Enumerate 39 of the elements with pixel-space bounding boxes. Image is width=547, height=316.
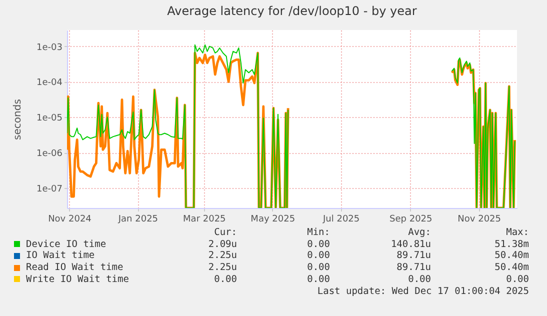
text: 2.25u bbox=[208, 250, 237, 262]
text: 140.81u bbox=[390, 238, 431, 250]
text: Last update: Wed Dec 17 01:00:04 2025 bbox=[317, 286, 529, 296]
x-tick-label: Nov 2025 bbox=[458, 214, 502, 224]
x-tick-label: Jul 2025 bbox=[322, 214, 360, 224]
text: 2.25u bbox=[208, 262, 237, 274]
text: 0.00 bbox=[214, 274, 237, 285]
text: 0.00 bbox=[307, 238, 330, 250]
text: 89.71u bbox=[396, 262, 431, 274]
y-axis-title: seconds bbox=[12, 99, 24, 140]
legend-label: Device IO time bbox=[26, 238, 106, 250]
legend-label: IO Wait time bbox=[26, 250, 95, 262]
y-tick-label: 1e-07 bbox=[36, 184, 62, 194]
y-tick-label: 1e-06 bbox=[36, 149, 63, 159]
y-tick-label: 1e-04 bbox=[36, 78, 63, 88]
text: Min: bbox=[307, 227, 330, 238]
text: 0.00 bbox=[408, 274, 431, 285]
y-tick-label: 1e-05 bbox=[36, 114, 62, 124]
text: 51.38m bbox=[494, 238, 529, 250]
text: 2.09u bbox=[208, 238, 237, 250]
text: 50.40m bbox=[494, 262, 529, 274]
y-tick-label: 1e-03 bbox=[36, 42, 62, 53]
x-tick-label: Jan 2025 bbox=[117, 214, 158, 224]
x-tick-label: Nov 2024 bbox=[48, 214, 92, 224]
text: Max: bbox=[506, 227, 529, 238]
text: 0.00 bbox=[307, 274, 330, 285]
text: 50.40m bbox=[494, 250, 529, 262]
text: Cur: bbox=[214, 227, 237, 238]
legend-label: Write IO Wait time bbox=[26, 274, 129, 285]
legend-label: Read IO Wait time bbox=[26, 262, 124, 274]
x-tick-label: Mar 2025 bbox=[183, 214, 226, 224]
text: 89.71u bbox=[396, 250, 431, 262]
chart-title: Average latency for /dev/loop10 - by year bbox=[167, 4, 417, 18]
x-tick-label: May 2025 bbox=[250, 214, 296, 224]
text: 0.00 bbox=[506, 274, 529, 285]
text: 0.00 bbox=[307, 262, 330, 274]
x-tick-label: Sep 2025 bbox=[390, 214, 432, 224]
text: Avg: bbox=[408, 227, 431, 238]
text: 0.00 bbox=[307, 250, 330, 262]
